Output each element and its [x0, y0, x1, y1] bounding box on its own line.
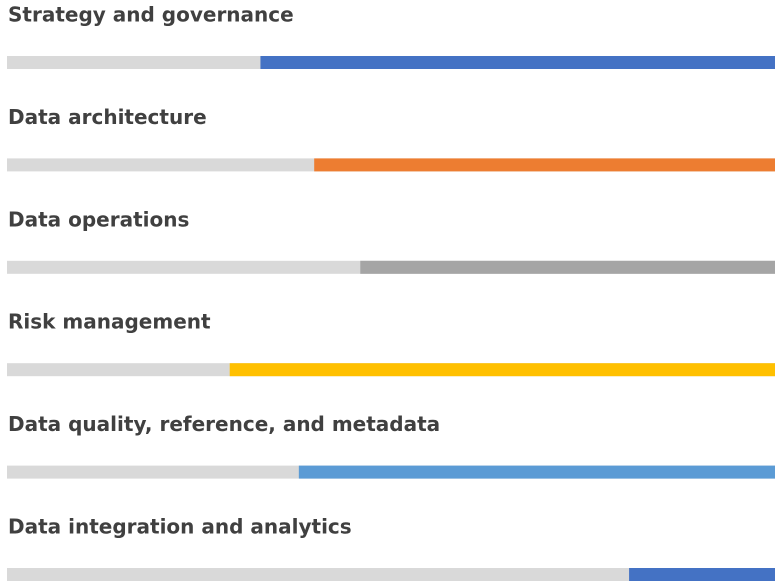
bar: [314, 158, 775, 172]
track: [7, 568, 775, 581]
category-label: Data architecture: [8, 105, 207, 129]
bar: [298, 465, 775, 479]
bar: [260, 56, 775, 69]
category-label: Data quality, reference, and metadata: [8, 412, 440, 436]
bar: [229, 363, 775, 377]
bar: [629, 568, 775, 581]
bar: [360, 260, 775, 274]
category-label: Data integration and analytics: [8, 515, 352, 539]
category-label: Risk management: [8, 310, 211, 334]
category-label: Strategy and governance: [8, 3, 294, 27]
category-label: Data operations: [8, 207, 189, 231]
